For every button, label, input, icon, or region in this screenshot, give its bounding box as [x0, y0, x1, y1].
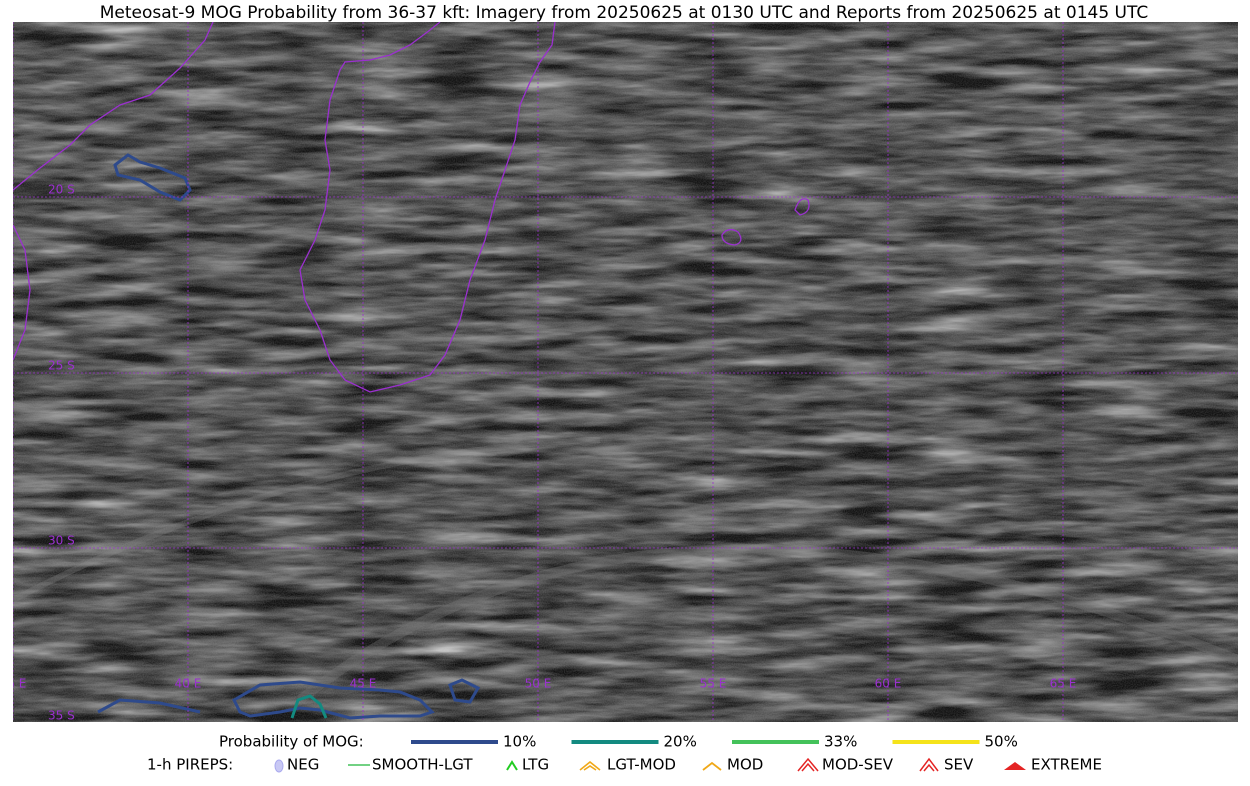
lat-label: 30 S — [48, 534, 75, 548]
contour-10 — [113, 153, 192, 202]
jet-streak — [296, 544, 1238, 704]
probability-items: 10% 20% 33% 50% — [411, 733, 1018, 751]
map: 35 E 40 E 45 E 50 E 55 E 60 E 65 E 20 S 25 S 30 S… — [0, 22, 1238, 723]
lat-label: 35 S — [48, 709, 75, 723]
lon-label: 40 E — [175, 677, 202, 691]
lon-label: 60 E — [875, 677, 902, 691]
legend-label: 20% — [664, 733, 697, 751]
contour-10 — [97, 698, 201, 714]
icon-mod — [702, 761, 722, 771]
island — [794, 198, 810, 216]
contour-10 — [448, 678, 481, 704]
legend-label: SEV — [944, 756, 974, 774]
pirep-labels: NEG SMOOTH-LGT LTG LGT-MOD MOD MOD-SEV SEV EXTR… — [287, 756, 1102, 774]
pirep-icons — [274, 757, 1026, 773]
lon-label: 45 E — [350, 677, 377, 691]
legend-label: 50% — [985, 733, 1018, 751]
contour-10 — [232, 680, 435, 720]
legend-label: SMOOTH-LGT — [372, 756, 473, 774]
icon-extreme — [1004, 762, 1026, 770]
lat-label: 25 S — [48, 359, 75, 373]
lat-label: 20 S — [48, 183, 75, 197]
graticule: 35 E 40 E 45 E 50 E 55 E 60 E 65 E 20 S 25 S 30 S… — [0, 22, 1238, 723]
madagascar — [299, 22, 556, 393]
legend-label: 10% — [503, 733, 536, 751]
lon-label: 50 E — [525, 677, 552, 691]
legend-label: MOD — [727, 756, 763, 774]
island — [721, 228, 742, 246]
lon-label: 35 E — [0, 677, 26, 691]
africa-coast — [13, 22, 214, 191]
jet-streak — [13, 437, 601, 603]
lon-label: 55 E — [700, 677, 727, 691]
icon-ltg — [506, 760, 518, 771]
legend-label: MOD-SEV — [822, 756, 894, 774]
legend-label: EXTREME — [1031, 756, 1102, 774]
image-grain — [13, 22, 1238, 722]
lon-label: 65 E — [1050, 677, 1077, 691]
legend-label: NEG — [287, 756, 319, 774]
legend-label: 33% — [824, 733, 857, 751]
legend-title: 1-h PIREPS: — [147, 756, 233, 774]
icon-mod-sev — [797, 757, 819, 772]
mog-contours — [97, 153, 481, 720]
legend: Probability of MOG: 10% 20% 33% 50% 1-h PIR… — [147, 733, 1102, 774]
legend-label: LGT-MOD — [607, 756, 676, 774]
legend-label: LTG — [522, 756, 549, 774]
coastlines — [13, 22, 810, 393]
map-title: Meteosat-9 MOG Probability from 36-37 kf… — [100, 3, 1149, 23]
icon-sev — [919, 757, 939, 772]
africa-coast — [13, 224, 31, 361]
icon-neg — [274, 759, 284, 773]
legend-title: Probability of MOG: — [219, 733, 364, 751]
icon-lgt-mod — [579, 760, 601, 771]
contour-20 — [290, 694, 328, 719]
